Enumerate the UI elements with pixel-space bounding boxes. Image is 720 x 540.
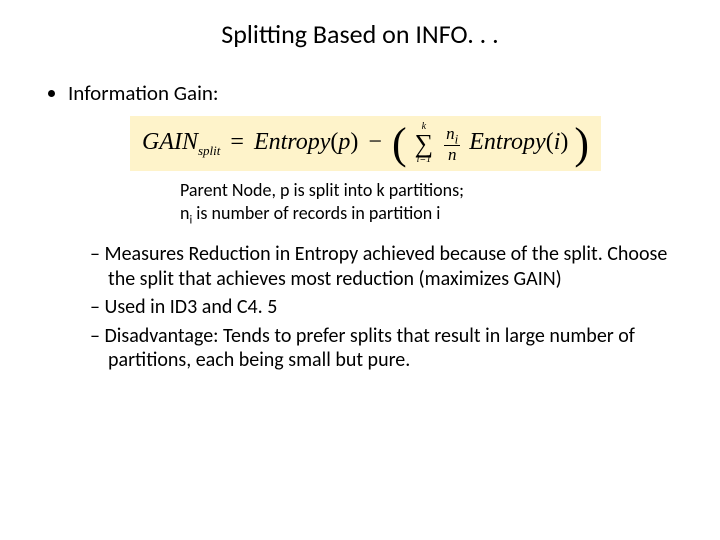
formula-sum-lower: i=1: [415, 155, 434, 165]
formula-rparen-2: ): [560, 129, 568, 155]
bullet-label: Information Gain:: [68, 80, 219, 106]
formula-caption: Parent Node, p is split into k partition…: [180, 179, 680, 228]
formula-frac-numerator: ni: [444, 125, 460, 146]
formula-summation: k ∑ i=1: [415, 122, 434, 165]
formula-container: GAINsplit = Entropy(p) − ( k ∑ i=1 ni n …: [130, 116, 680, 171]
formula-fraction: ni n: [444, 125, 460, 163]
formula-highlight-box: GAINsplit = Entropy(p) − ( k ∑ i=1 ni n …: [130, 116, 601, 171]
formula-entropy-child: Entropy: [469, 129, 545, 155]
formula-frac-denominator: n: [444, 146, 460, 163]
slide-title: Splitting Based on INFO. . .: [40, 18, 680, 50]
formula-frac-num-sub: i: [455, 131, 459, 146]
subpoint-disadvantage: Disadvantage: Tends to prefer splits tha…: [90, 324, 680, 373]
formula-frac-num-sym: n: [446, 124, 455, 143]
formula-rparen-1: ): [350, 129, 358, 155]
formula-minus: −: [368, 129, 382, 155]
bullet-list-level1: Information Gain:: [40, 80, 680, 106]
subpoint-measures: Measures Reduction in Entropy achieved b…: [90, 242, 680, 291]
subpoint-used-in: Used in ID3 and C4. 5: [90, 295, 680, 319]
formula-gain-subscript: split: [198, 143, 220, 158]
bullet-list-level2: Measures Reduction in Entropy achieved b…: [40, 242, 680, 372]
formula-parent-arg: p: [338, 129, 350, 155]
slide: Splitting Based on INFO. . . Information…: [0, 0, 720, 540]
formula-equals: =: [230, 129, 244, 155]
formula-lparen-2: (: [546, 129, 554, 155]
formula-big-rparen: ): [574, 126, 589, 161]
formula-entropy-parent: Entropy: [254, 129, 330, 155]
formula-big-lparen: (: [392, 126, 407, 161]
formula-sigma-icon: ∑: [415, 132, 434, 155]
formula-gain-symbol: GAIN: [142, 129, 198, 155]
gain-formula: GAINsplit = Entropy(p) − ( k ∑ i=1 ni n …: [142, 129, 589, 155]
caption-line2-post: is number of records in partition i: [192, 202, 440, 224]
bullet-information-gain: Information Gain:: [68, 80, 680, 106]
caption-line1: Parent Node, p is split into k partition…: [180, 179, 464, 201]
